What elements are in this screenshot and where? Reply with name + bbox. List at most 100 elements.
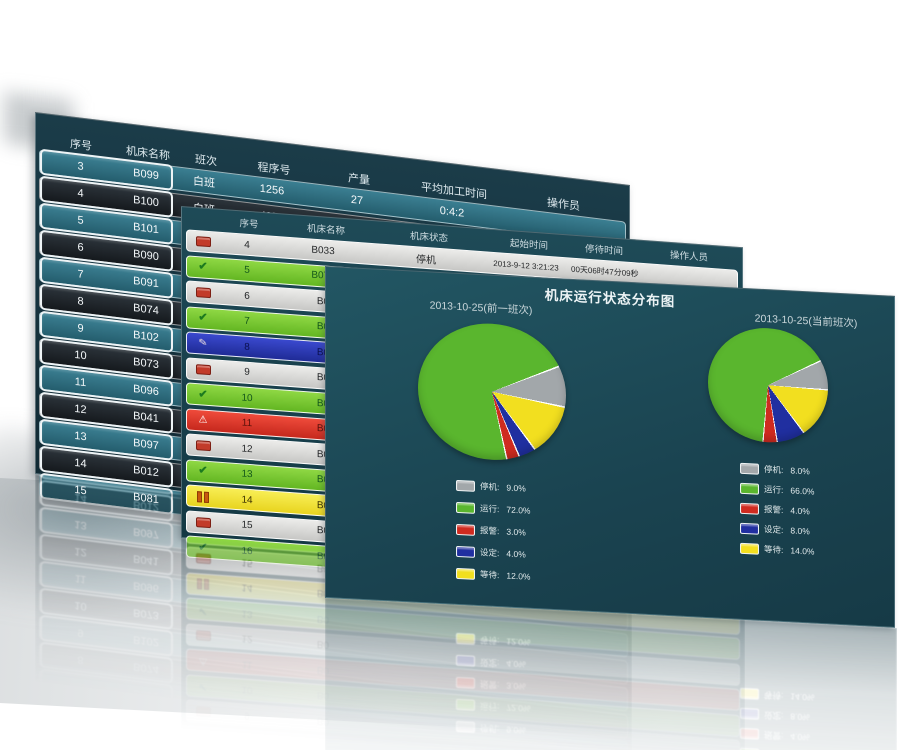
shift-cell: 白班 bbox=[193, 175, 215, 191]
avg-time-cell: 0:4:2 bbox=[439, 204, 465, 220]
legend-value: 4.0% bbox=[790, 505, 810, 517]
seq-cell: 12 bbox=[241, 442, 253, 455]
seq-cell: 8 bbox=[77, 295, 84, 308]
seq-cell: 4 bbox=[77, 187, 84, 200]
legend-swatch bbox=[740, 502, 759, 515]
column-header-start-time: 起始时间 bbox=[509, 237, 548, 252]
machine-name-cell: B096 bbox=[133, 383, 159, 399]
machine-name-cell: B074 bbox=[133, 302, 159, 318]
legend-item: 停机: 9.0% bbox=[456, 479, 530, 494]
machine-name-cell: B090 bbox=[133, 248, 159, 264]
legend-swatch bbox=[456, 479, 475, 492]
legend-swatch bbox=[740, 462, 759, 475]
seq-cell: 8 bbox=[244, 341, 250, 353]
legend-label: 停机: bbox=[480, 481, 500, 493]
legend-label: 报警: bbox=[764, 504, 784, 516]
seq-cell: 4 bbox=[244, 239, 250, 251]
machine-name-cell: B033 bbox=[311, 244, 335, 257]
legend-value: 14.0% bbox=[790, 545, 815, 557]
machine-name-cell: B012 bbox=[133, 464, 159, 480]
column-header-state-icon bbox=[186, 218, 220, 220]
output-cell: 27 bbox=[350, 193, 364, 208]
column-header-seq: 序号 bbox=[239, 217, 259, 231]
machine-name-cell: B041 bbox=[133, 410, 159, 426]
machine-name-cell: B091 bbox=[133, 275, 159, 291]
seq-cell: 7 bbox=[244, 315, 250, 328]
seq-cell: 15 bbox=[241, 519, 253, 532]
legend-value: 4.0% bbox=[506, 548, 526, 560]
machine-name-cell: B073 bbox=[133, 356, 159, 372]
legend-value: 8.0% bbox=[790, 525, 810, 537]
legend-item: 报警: 3.0% bbox=[456, 523, 530, 538]
column-header-wait-time: 停待时间 bbox=[584, 243, 623, 257]
column-header-machine: 机床名称 bbox=[306, 222, 345, 237]
seq-cell: 14 bbox=[74, 456, 87, 471]
legend-label: 等待: bbox=[480, 569, 500, 581]
legend-item: 设定: 8.0% bbox=[740, 522, 814, 537]
seq-cell: 13 bbox=[241, 468, 253, 481]
machine-name-cell: B097 bbox=[133, 437, 159, 453]
legend-value: 3.0% bbox=[506, 526, 526, 538]
legend-item: 运行: 66.0% bbox=[740, 482, 815, 497]
seq-cell: 11 bbox=[241, 417, 253, 430]
seq-cell: 10 bbox=[241, 391, 253, 404]
legend-label: 等待: bbox=[764, 544, 784, 556]
legend-label: 运行: bbox=[764, 484, 784, 496]
legend-swatch bbox=[456, 501, 475, 514]
seq-cell: 13 bbox=[74, 429, 87, 444]
pause-icon bbox=[187, 485, 219, 507]
seq-cell: 11 bbox=[74, 375, 87, 390]
status-cell: 停机 bbox=[416, 253, 436, 267]
seq-cell: 7 bbox=[77, 268, 84, 281]
legend-value: 8.0% bbox=[790, 465, 810, 477]
legend-swatch bbox=[740, 522, 759, 535]
legend-label: 设定: bbox=[480, 547, 500, 559]
legend-previous-shift: 停机: 9.0% 运行: 72.0% 报警: 3.0% 设定: 4.0% 等待: 12.0% bbox=[456, 479, 531, 594]
seq-cell: 15 bbox=[74, 483, 87, 498]
check-icon: ✔ bbox=[198, 311, 208, 324]
operator-cell bbox=[631, 273, 739, 281]
machine-name-cell: B100 bbox=[133, 194, 159, 210]
machine-name-cell: B081 bbox=[133, 491, 159, 507]
legend-item: 停机: 8.0% bbox=[740, 462, 814, 477]
stop-icon bbox=[187, 281, 219, 303]
legend-value: 9.0% bbox=[506, 482, 526, 494]
alarm-icon: ⚠ bbox=[198, 413, 208, 426]
legend-swatch bbox=[456, 523, 475, 536]
tool-icon: ✎ bbox=[197, 337, 209, 350]
legend-value: 12.0% bbox=[506, 570, 531, 582]
stop-icon bbox=[187, 358, 219, 380]
seq-cell: 3 bbox=[77, 160, 84, 173]
pie-chart-previous-shift bbox=[418, 319, 566, 464]
legend-value: 66.0% bbox=[790, 485, 815, 497]
seq-cell: 6 bbox=[244, 290, 250, 302]
legend-label: 报警: bbox=[480, 525, 500, 537]
chart-panel-wrap: 机床运行状态分布图 2013-10-25(前一班次) 2013-10-25(当前… bbox=[325, 266, 897, 750]
machine-name-cell: B102 bbox=[133, 329, 159, 345]
legend-item: 设定: 4.0% bbox=[456, 545, 530, 560]
check-icon: ✔ bbox=[198, 260, 208, 273]
start-time-cell: 2013-9-12 3:21:23 bbox=[493, 258, 559, 273]
machine-name-cell: B099 bbox=[133, 167, 159, 183]
legend-value: 72.0% bbox=[506, 504, 531, 516]
legend-current-shift: 停机: 8.0% 运行: 66.0% 报警: 4.0% 设定: 8.0% 等待: 14.0% bbox=[740, 462, 815, 567]
legend-item: 报警: 4.0% bbox=[740, 502, 814, 517]
check-icon: ✔ bbox=[198, 387, 208, 401]
check-icon: ✔ bbox=[198, 464, 208, 477]
legend-item: 运行: 72.0% bbox=[456, 501, 531, 516]
legend-label: 设定: bbox=[764, 524, 784, 536]
wait-time-cell: 00天06时47分09秒 bbox=[571, 264, 639, 279]
seq-cell: 16 bbox=[241, 544, 253, 557]
legend-swatch bbox=[456, 545, 475, 558]
seq-cell: 9 bbox=[244, 366, 250, 379]
legend-label: 运行: bbox=[480, 503, 500, 515]
legend-label: 停机: bbox=[764, 464, 784, 476]
legend-swatch bbox=[740, 482, 759, 495]
seq-cell: 12 bbox=[74, 402, 87, 417]
check-icon: ✔ bbox=[198, 540, 208, 554]
seq-cell: 9 bbox=[77, 322, 84, 335]
pie-chart-current-shift bbox=[708, 325, 828, 446]
legend-swatch bbox=[456, 567, 475, 580]
status-distribution-panel: 机床运行状态分布图 2013-10-25(前一班次) 2013-10-25(当前… bbox=[325, 266, 895, 628]
